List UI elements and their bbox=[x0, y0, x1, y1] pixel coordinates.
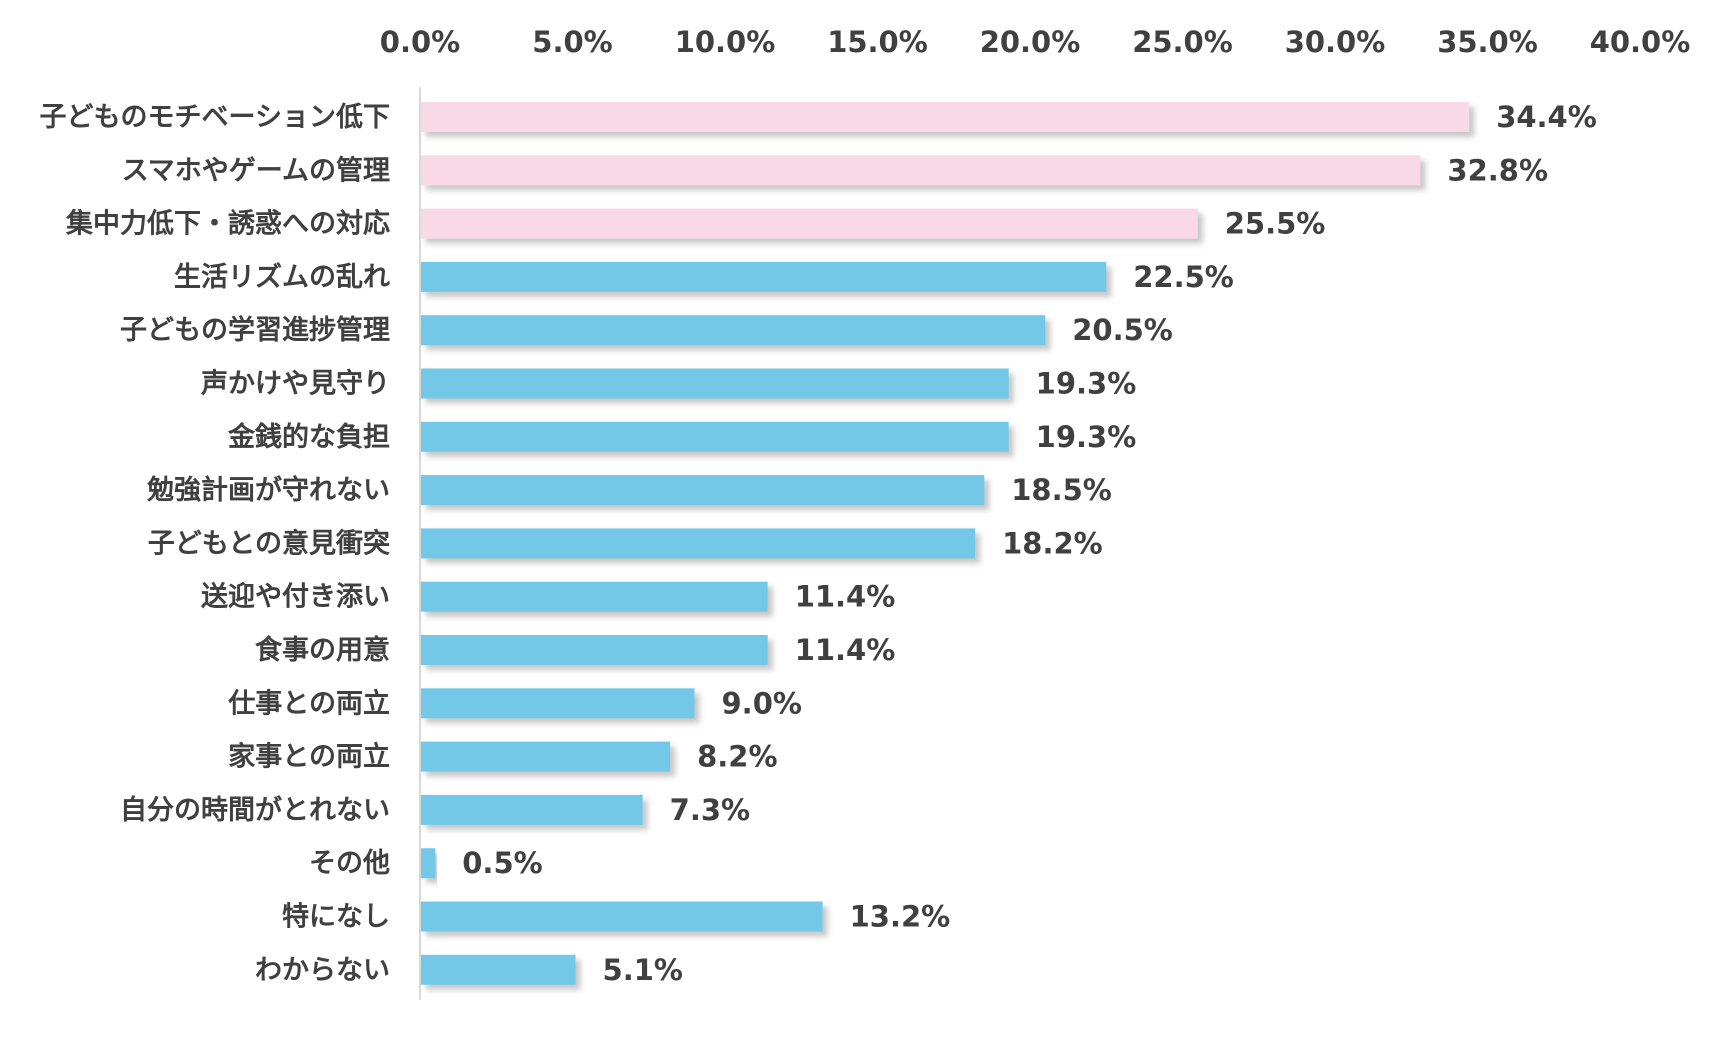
category-label: 金銭的な負担 bbox=[227, 421, 390, 453]
bar bbox=[421, 848, 436, 879]
category-label: 仕事との両立 bbox=[227, 687, 390, 719]
bar bbox=[421, 954, 576, 985]
x-tick-label: 20.0% bbox=[980, 25, 1081, 59]
bar bbox=[421, 901, 823, 932]
bar-group bbox=[421, 102, 1470, 985]
value-labels: 34.4% 32.8% 25.5% 22.5% 20.5% 19.3% 19.3% 18.5%… bbox=[462, 100, 1597, 987]
data-label: 9.0% bbox=[722, 686, 802, 720]
x-tick-label: 40.0% bbox=[1590, 25, 1691, 59]
category-label: 子どもの学習進捗管理 bbox=[120, 314, 390, 346]
bar bbox=[421, 475, 985, 506]
data-label: 22.5% bbox=[1133, 260, 1234, 294]
data-label: 20.5% bbox=[1072, 313, 1173, 347]
category-label: 子どもとの意見衝突 bbox=[148, 527, 390, 559]
data-label: 11.4% bbox=[795, 633, 896, 667]
data-label: 32.8% bbox=[1447, 153, 1548, 187]
category-label: 生活リズムの乱れ bbox=[174, 261, 390, 293]
bar bbox=[421, 102, 1470, 132]
category-label: 勉強計画が守れない bbox=[146, 474, 390, 506]
category-label: 送迎や付き添い bbox=[201, 582, 390, 613]
bar bbox=[421, 528, 976, 559]
bar bbox=[421, 794, 643, 825]
category-label: わからない bbox=[255, 955, 390, 986]
data-label: 13.2% bbox=[850, 900, 951, 934]
x-tick-label: 30.0% bbox=[1285, 25, 1386, 59]
data-label: 18.2% bbox=[1002, 526, 1103, 560]
category-label: 自分の時間がとれない bbox=[120, 794, 390, 826]
data-label: 11.4% bbox=[795, 580, 896, 614]
bar bbox=[421, 315, 1046, 346]
x-tick-label: 5.0% bbox=[532, 25, 612, 59]
category-label: 食事の用意 bbox=[255, 634, 390, 666]
category-label: 家事との両立 bbox=[228, 741, 390, 773]
x-tick-label: 10.0% bbox=[675, 25, 776, 59]
category-label: 特になし bbox=[282, 902, 390, 933]
x-tick-label: 15.0% bbox=[827, 25, 928, 59]
x-axis-tick-labels: 0.0% 5.0% 10.0% 15.0% 20.0% 25.0% 30.0% 35.0% 40… bbox=[380, 25, 1691, 59]
bar bbox=[421, 261, 1107, 292]
data-label: 18.5% bbox=[1011, 473, 1112, 507]
data-label: 5.1% bbox=[603, 953, 683, 987]
bar bbox=[421, 421, 1009, 452]
bar bbox=[421, 208, 1198, 239]
category-label: 子どものモチベーション低下 bbox=[40, 102, 390, 133]
x-tick-label: 0.0% bbox=[380, 25, 460, 59]
data-label: 8.2% bbox=[697, 740, 777, 774]
x-tick-label: 35.0% bbox=[1437, 25, 1538, 59]
bar bbox=[421, 688, 695, 719]
bar bbox=[421, 741, 671, 772]
data-label: 25.5% bbox=[1225, 207, 1326, 241]
data-label: 19.3% bbox=[1036, 367, 1137, 401]
data-label: 34.4% bbox=[1496, 100, 1597, 134]
data-label: 0.5% bbox=[462, 846, 542, 880]
bar bbox=[421, 155, 1421, 186]
category-label: その他 bbox=[309, 848, 390, 879]
category-label: 声かけや見守り bbox=[201, 368, 390, 400]
data-label: 19.3% bbox=[1036, 420, 1137, 454]
category-label: 集中力低下・誘惑への対応 bbox=[65, 208, 390, 240]
bar bbox=[421, 581, 768, 612]
data-label: 7.3% bbox=[670, 793, 750, 827]
category-labels: 子どものモチベーション低下スマホやゲームの管理集中力低下・誘惑への対応生活リズム… bbox=[40, 102, 390, 986]
x-tick-label: 25.0% bbox=[1132, 25, 1233, 59]
category-label: スマホやゲームの管理 bbox=[122, 155, 390, 186]
bar bbox=[421, 635, 768, 665]
bar bbox=[421, 368, 1009, 399]
